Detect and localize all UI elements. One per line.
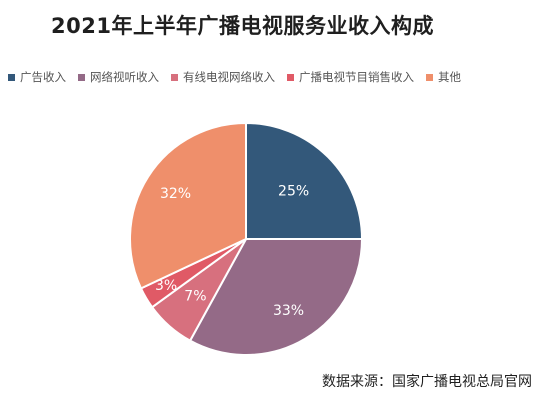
value-label-cable-network-revenue: 7%: [184, 288, 206, 304]
legend-swatch: [426, 73, 433, 81]
legend-label: 广告收入: [20, 70, 66, 84]
value-label-online-av-revenue: 33%: [273, 303, 304, 319]
legend-item-program-sales-revenue: 广播电视节目销售收入: [287, 69, 414, 85]
value-label-ad-revenue: 25%: [278, 183, 309, 199]
legend-item-ad-revenue: 广告收入: [8, 69, 66, 85]
data-source-note: 数据来源：国家广播电视总局官网: [322, 374, 532, 390]
chart-legend: 广告收入 网络视听收入 有线电视网络收入 广播电视节目销售收入 其他: [8, 69, 473, 85]
legend-label: 其他: [438, 70, 461, 84]
legend-item-other: 其他: [426, 69, 461, 85]
legend-label: 网络视听收入: [90, 70, 159, 84]
pie-slice-ad-revenue: [245, 122, 363, 240]
legend-item-cable-network-revenue: 有线电视网络收入: [171, 69, 275, 85]
pie-slices: [129, 122, 363, 356]
legend-swatch: [78, 73, 85, 81]
pie-slice-other: [129, 122, 247, 290]
legend-label: 有线电视网络收入: [183, 70, 275, 84]
value-label-other: 32%: [160, 186, 191, 202]
legend-swatch: [287, 73, 294, 81]
legend-swatch: [8, 73, 15, 81]
legend-label: 广播电视节目销售收入: [299, 70, 414, 84]
legend-swatch: [171, 73, 178, 81]
value-label-program-sales-revenue: 3%: [155, 278, 177, 294]
chart-title: 2021年上半年广播电视服务业收入构成: [51, 14, 434, 38]
pie-value-labels: 25% 33% 7% 3% 32%: [155, 183, 309, 319]
pie-slice-online-av-revenue: [189, 238, 363, 356]
legend-item-online-av-revenue: 网络视听收入: [78, 69, 159, 85]
